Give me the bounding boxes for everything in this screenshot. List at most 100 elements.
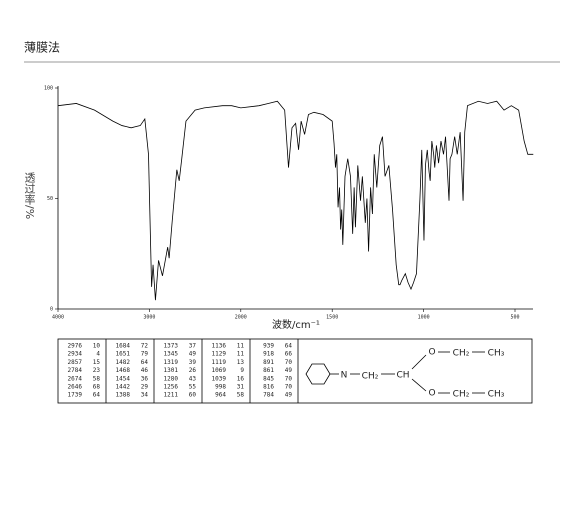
peak-transmittance: 49 — [189, 351, 197, 358]
ring — [305, 363, 331, 385]
peak-transmittance: 9 — [240, 367, 244, 374]
peak-wavenumber: 1454 — [116, 375, 131, 382]
peak-wavenumber: 1129 — [212, 351, 227, 358]
peak-transmittance: 64 — [93, 392, 101, 399]
peak-transmittance: 60 — [189, 392, 197, 399]
peak-wavenumber: 918 — [263, 351, 274, 358]
structure-bonds — [305, 351, 485, 394]
peak-wavenumber: 1388 — [116, 392, 131, 399]
peak-wavenumber: 1069 — [212, 367, 227, 374]
peak-transmittance: 10 — [93, 343, 101, 350]
peak-wavenumber: 964 — [215, 392, 226, 399]
spectrum-line — [57, 100, 534, 301]
y-axis-label: 透过率/% — [23, 172, 36, 220]
peak-wavenumber: 1211 — [164, 392, 179, 399]
peak-wavenumber: 2674 — [68, 375, 83, 382]
peak-wavenumber: 1319 — [164, 359, 179, 366]
peak-transmittance: 37 — [189, 343, 197, 350]
x-tick-label: 2000 — [235, 315, 247, 321]
peak-transmittance: 46 — [141, 367, 149, 374]
peak-wavenumber: 1442 — [116, 384, 131, 391]
peak-wavenumber: 1136 — [212, 343, 227, 350]
peak-transmittance: 23 — [93, 367, 101, 374]
peak-transmittance: 70 — [285, 375, 293, 382]
structure-label: CH₂ — [362, 372, 379, 382]
peak-transmittance: 11 — [237, 343, 245, 350]
peak-transmittance: 13 — [237, 359, 245, 366]
x-tick-label: 1500 — [326, 315, 338, 321]
peak-wavenumber: 2976 — [68, 343, 83, 350]
x-tick-label: 1000 — [418, 315, 430, 321]
peak-transmittance: 34 — [141, 392, 149, 399]
structure-label: O — [428, 389, 435, 399]
peak-transmittance: 70 — [285, 359, 293, 366]
structure-label: O — [428, 348, 435, 358]
x-tick-label: 4000 — [52, 315, 64, 321]
peak-wavenumber: 816 — [263, 384, 274, 391]
structure-label: CH₂ — [453, 349, 470, 359]
peak-wavenumber: 1039 — [212, 375, 227, 382]
peak-wavenumber: 784 — [263, 392, 274, 399]
structure-label: CH₃ — [488, 349, 505, 359]
peak-transmittance: 16 — [237, 375, 245, 382]
peak-transmittance: 64 — [285, 343, 293, 350]
peak-transmittance: 43 — [189, 375, 197, 382]
peak-wavenumber: 939 — [263, 343, 274, 350]
peak-wavenumber: 1651 — [116, 351, 131, 358]
peak-wavenumber: 998 — [215, 384, 226, 391]
peak-transmittance: 64 — [141, 359, 149, 366]
peak-wavenumber: 891 — [263, 359, 274, 366]
peak-wavenumber: 1373 — [164, 343, 179, 350]
peak-transmittance: 58 — [237, 392, 245, 399]
peak-wavenumber: 1280 — [164, 375, 179, 382]
peak-wavenumber: 2646 — [68, 384, 83, 391]
table-frame — [57, 338, 533, 404]
peak-wavenumber: 1468 — [116, 367, 131, 374]
x-tick-label: 500 — [510, 315, 519, 321]
peak-transmittance: 31 — [237, 384, 245, 391]
peak-wavenumber: 861 — [263, 367, 274, 374]
y-tick-label: 50 — [47, 196, 53, 202]
peak-wavenumber: 1345 — [164, 351, 179, 358]
peak-wavenumber: 2934 — [68, 351, 83, 358]
peak-wavenumber: 2857 — [68, 359, 83, 366]
peak-transmittance: 68 — [93, 384, 101, 391]
peak-transmittance: 36 — [141, 375, 149, 382]
peak-wavenumber: 1119 — [212, 359, 227, 366]
peak-wavenumber: 1684 — [116, 343, 131, 350]
bond — [411, 378, 427, 392]
structure-label: CH — [396, 371, 409, 381]
structure-label: CH₂ — [453, 390, 470, 400]
peak-transmittance: 39 — [189, 359, 197, 366]
y-tick-label: 100 — [44, 86, 53, 92]
peak-wavenumber: 1256 — [164, 384, 179, 391]
bond — [411, 354, 427, 370]
peak-transmittance: 79 — [141, 351, 149, 358]
peak-transmittance: 66 — [285, 351, 293, 358]
peak-wavenumber: 2784 — [68, 367, 83, 374]
peak-wavenumber: 1739 — [68, 392, 83, 399]
structure-label: N — [341, 371, 348, 381]
peak-wavenumber: 845 — [263, 375, 274, 382]
peak-wavenumber: 1301 — [164, 367, 179, 374]
peak-transmittance: 26 — [189, 367, 197, 374]
peak-transmittance: 70 — [285, 384, 293, 391]
peak-transmittance: 49 — [285, 392, 293, 399]
x-axis-label: 波数/cm⁻¹ — [272, 318, 320, 331]
peak-wavenumber: 1482 — [116, 359, 131, 366]
peak-transmittance: 11 — [237, 351, 245, 358]
peak-transmittance: 72 — [141, 343, 149, 350]
y-tick-label: 0 — [50, 307, 53, 313]
peak-transmittance: 4 — [96, 351, 100, 358]
x-tick-label: 3000 — [143, 315, 155, 321]
header-title: 薄膜法 — [24, 40, 60, 55]
peak-transmittance: 15 — [93, 359, 101, 366]
peak-transmittance: 58 — [93, 375, 101, 382]
peak-transmittance: 55 — [189, 384, 197, 391]
structure-label: CH₃ — [488, 390, 505, 400]
peak-transmittance: 29 — [141, 384, 149, 391]
peak-transmittance: 49 — [285, 367, 293, 374]
